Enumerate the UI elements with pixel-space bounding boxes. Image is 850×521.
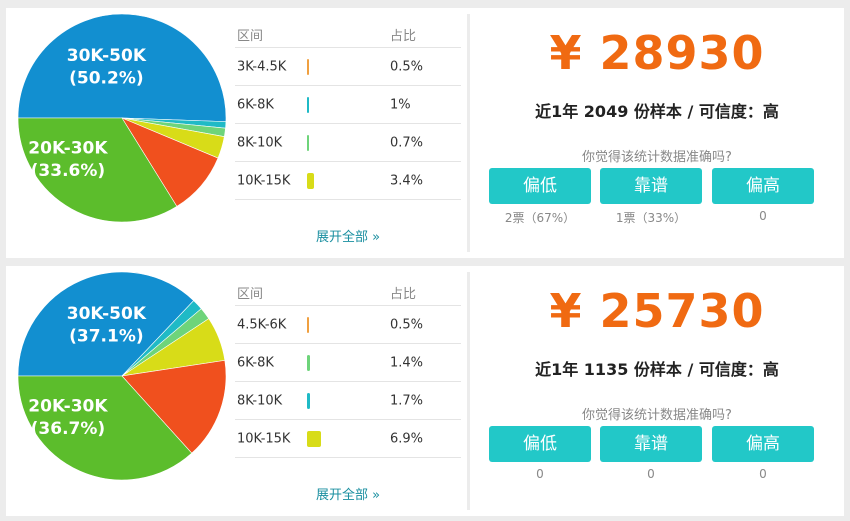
ratio-bar <box>307 392 310 409</box>
range-column-header: 区间 <box>237 287 264 302</box>
table-row: 6K-8K 1% <box>235 86 461 124</box>
range-cell: 10K-15K <box>237 173 291 188</box>
pie-slice-label: 30K-50K <box>67 304 147 324</box>
vote-low-button[interactable]: 偏低 <box>489 168 591 204</box>
ratio-cell: 3.4% <box>390 173 424 188</box>
salary-pie-chart: 30K-50K (50.2%) 20K-30K (33.6%) <box>17 13 227 223</box>
salary-card-2: 30K-50K (37.1%) 20K-30K (36.7%) 区间 占比 4.5K-… <box>6 266 844 516</box>
pie-slice-label: 20K-30K <box>28 396 108 416</box>
average-salary: ¥ 25730 <box>549 284 765 338</box>
ratio-bar <box>307 430 321 447</box>
pie-slice-percent: (33.6%) <box>31 161 106 181</box>
sample-info: 近1年 2049 份样本 / 可信度：高 <box>535 102 779 121</box>
vote-accurate-count: 0 <box>647 467 655 481</box>
range-cell: 10K-15K <box>237 431 291 446</box>
ratio-column-header: 占比 <box>390 29 417 44</box>
pie-slice <box>17 13 227 122</box>
ratio-bar <box>307 172 314 189</box>
table-row: 10K-15K 6.9% <box>235 420 461 458</box>
ratio-cell: 1.4% <box>390 355 424 370</box>
range-cell: 8K-10K <box>237 393 283 408</box>
range-table: 区间 占比 4.5K-6K 0.5% 6K-8K 1.4% 8K-10K 1.7… <box>235 280 461 503</box>
divider <box>467 272 470 510</box>
vote-low-button[interactable]: 偏低 <box>489 426 591 462</box>
ratio-bar <box>307 354 310 371</box>
pie-slice-percent: (36.7%) <box>31 419 106 439</box>
divider <box>467 14 470 252</box>
range-cell: 8K-10K <box>237 135 283 150</box>
table-header: 区间 占比 <box>235 22 461 48</box>
vote-accurate-button[interactable]: 靠谱 <box>600 168 702 204</box>
vote-high-button[interactable]: 偏高 <box>712 426 814 462</box>
table-row: 3K-4.5K 0.5% <box>235 48 461 86</box>
ratio-cell: 0.5% <box>390 317 424 332</box>
ratio-cell: 1.7% <box>390 393 424 408</box>
ratio-bar <box>307 316 309 333</box>
ratio-bar <box>307 134 309 151</box>
expand-all-link[interactable]: 展开全部 » <box>315 230 381 245</box>
table-row: 4.5K-6K 0.5% <box>235 306 461 344</box>
pie-slice-label: 20K-30K <box>28 138 108 158</box>
vote-high-button[interactable]: 偏高 <box>712 168 814 204</box>
table-row: 6K-8K 1.4% <box>235 344 461 382</box>
pie-slice <box>17 375 193 481</box>
pie-slice <box>17 117 178 223</box>
ratio-cell: 0.5% <box>390 59 424 74</box>
range-cell: 6K-8K <box>237 97 274 112</box>
range-table: 区间 占比 3K-4.5K 0.5% 6K-8K 1% 8K-10K 0.7% … <box>235 22 461 245</box>
range-cell: 6K-8K <box>237 355 274 370</box>
range-cell: 3K-4.5K <box>237 59 287 74</box>
accuracy-question: 你觉得该统计数据准确吗? <box>582 150 732 165</box>
salary-card-1: 30K-50K (50.2%) 20K-30K (33.6%) 区间 占比 3K-4.… <box>6 8 844 258</box>
accuracy-question: 你觉得该统计数据准确吗? <box>582 408 732 423</box>
ratio-cell: 1% <box>390 97 411 112</box>
ratio-cell: 0.7% <box>390 135 424 150</box>
ratio-bar <box>307 96 309 113</box>
salary-pie-chart: 30K-50K (37.1%) 20K-30K (36.7%) <box>17 271 227 481</box>
ratio-column-header: 占比 <box>390 287 417 302</box>
vote-high-count: 0 <box>759 467 767 481</box>
table-header: 区间 占比 <box>235 280 461 306</box>
range-cell: 4.5K-6K <box>237 317 287 332</box>
pie-slice <box>17 271 195 377</box>
table-row: 10K-15K 3.4% <box>235 162 461 200</box>
vote-low-count: 2票（67%） <box>504 211 576 225</box>
pie-slice <box>121 360 227 454</box>
table-row: 8K-10K 0.7% <box>235 124 461 162</box>
expand-all-link[interactable]: 展开全部 » <box>315 488 381 503</box>
vote-accurate-count: 1票（33%） <box>615 211 687 225</box>
average-salary: ¥ 28930 <box>549 26 765 80</box>
pie-slice-percent: (50.2%) <box>69 69 144 89</box>
ratio-bar <box>307 58 309 75</box>
table-row: 8K-10K 1.7% <box>235 382 461 420</box>
vote-high-count: 0 <box>759 209 767 223</box>
sample-info: 近1年 1135 份样本 / 可信度：高 <box>535 360 779 379</box>
range-column-header: 区间 <box>237 29 264 44</box>
vote-low-count: 0 <box>536 467 544 481</box>
pie-slice-label: 30K-50K <box>67 46 147 66</box>
pie-slice-percent: (37.1%) <box>69 327 144 347</box>
ratio-cell: 6.9% <box>390 431 424 446</box>
vote-accurate-button[interactable]: 靠谱 <box>600 426 702 462</box>
